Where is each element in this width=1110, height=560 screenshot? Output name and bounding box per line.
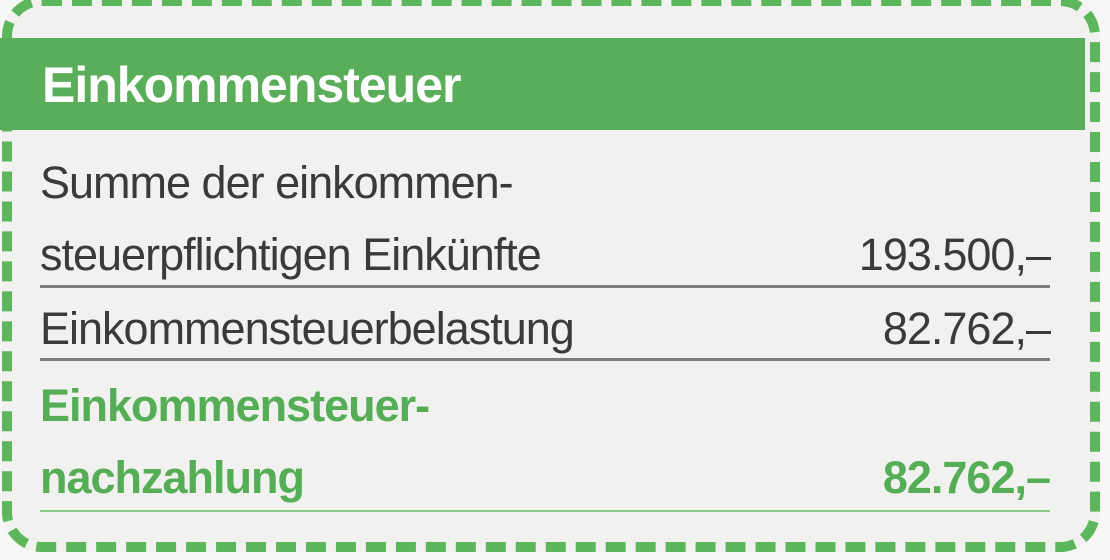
row-value: 82.762,– <box>882 452 1051 503</box>
row-value: 193.500,– <box>858 229 1051 280</box>
row-label-line2: nachzahlung <box>40 452 305 503</box>
row-value: 82.762,– <box>882 303 1051 354</box>
row-label: Einkommensteuerbelastung <box>40 303 575 354</box>
divider <box>40 510 1050 512</box>
table-header: Einkommensteuer <box>0 38 1085 130</box>
divider <box>40 358 1050 361</box>
row-label-line1: Einkommensteuer- <box>40 380 430 431</box>
divider <box>40 285 1050 288</box>
table-title: Einkommensteuer <box>42 57 461 113</box>
row-label-line2: steuerpflichtigen Einkünfte <box>40 229 542 280</box>
row-label-line1: Summe der einkommen- <box>40 157 514 208</box>
